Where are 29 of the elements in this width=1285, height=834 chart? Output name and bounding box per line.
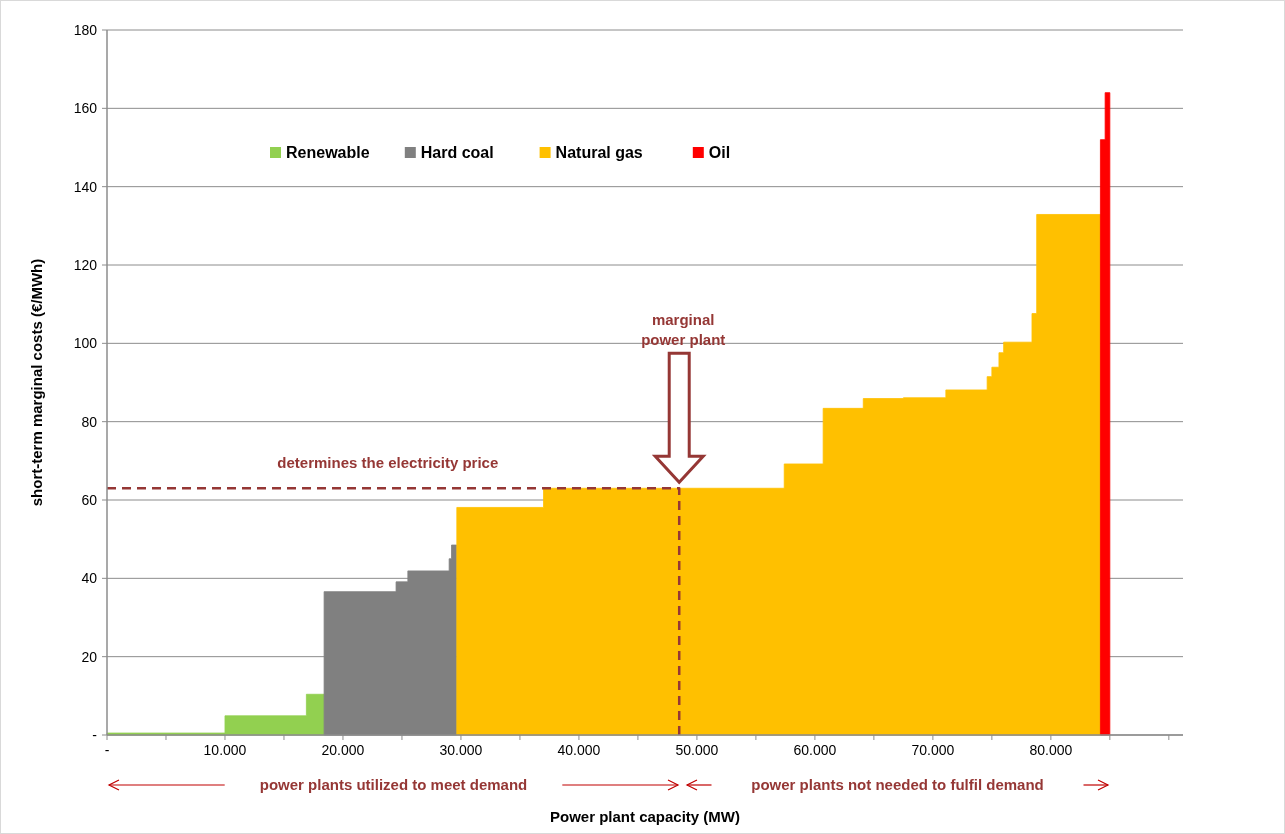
x-tick-label: 60.000 bbox=[793, 742, 837, 758]
y-tick-label: 60 bbox=[81, 492, 98, 508]
text: power plants utilized to meet demand bbox=[259, 776, 528, 793]
y-tick-label: 120 bbox=[73, 257, 98, 273]
y-tick-label: 100 bbox=[73, 335, 98, 352]
x-tick-label: 10.000 bbox=[203, 742, 247, 758]
text: power plants not needed to fulfil demand bbox=[751, 776, 1044, 793]
y-tick-label: 80 bbox=[81, 413, 98, 430]
legend-label: Oil bbox=[708, 144, 731, 161]
y-tick-label: - bbox=[92, 727, 98, 743]
x-tick-label: 20.000 bbox=[321, 742, 365, 758]
y-tick-label: 40 bbox=[81, 570, 98, 587]
x-tick-label: 50.000 bbox=[675, 742, 719, 758]
x-axis-title: Power plant capacity (MW) bbox=[549, 808, 741, 825]
y-tick-label: 20 bbox=[81, 648, 98, 665]
x-tick-label: 70.000 bbox=[911, 742, 955, 758]
y-axis-title: short-term marginal costs (€/MWh) bbox=[28, 258, 45, 507]
legend-label: Renewable bbox=[286, 144, 370, 161]
x-tick-label: 80.000 bbox=[1029, 742, 1073, 758]
y-tick-label: 160 bbox=[73, 100, 98, 117]
x-tick-label: - bbox=[104, 742, 110, 758]
legend-label: Natural gas bbox=[555, 144, 643, 161]
x-tick-label: 30.000 bbox=[439, 742, 483, 758]
legend-label: Hard coal bbox=[420, 144, 494, 161]
annotation: marginal power plant bbox=[641, 311, 726, 349]
y-tick-label: 180 bbox=[73, 22, 98, 38]
x-tick-label: 40.000 bbox=[557, 742, 601, 758]
y-tick-label: 140 bbox=[73, 178, 98, 195]
annotation: determines the electricity price bbox=[277, 454, 499, 472]
